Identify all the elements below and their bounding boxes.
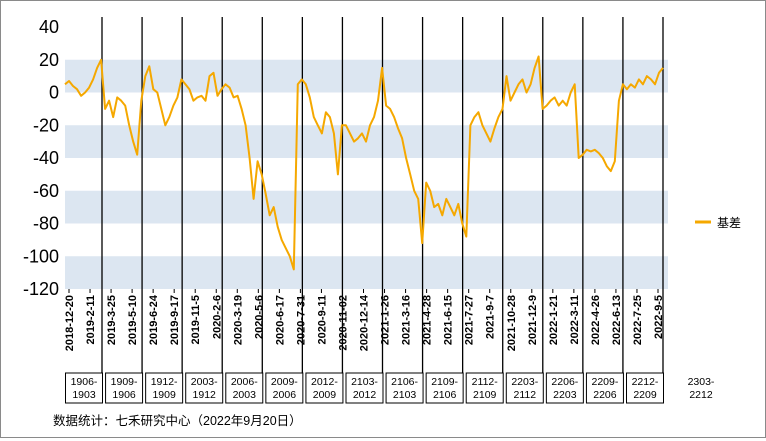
x-tick-label: 2021-9-7: [485, 295, 497, 339]
x-tick-label: 2021-6-15: [443, 295, 455, 345]
x-tick-label: 2020-9-11: [316, 295, 328, 345]
contract-label-bottom: 2112: [513, 389, 536, 401]
x-tick-label: 2022-6-13: [611, 295, 623, 345]
x-tick-label: 2019-11-5: [190, 295, 202, 345]
x-tick-label: 2018-12-20: [64, 295, 76, 351]
contract-label-bottom: 2003: [233, 389, 257, 401]
contract-label-bottom: 2209: [633, 389, 657, 401]
x-tick-label: 2020-2-6: [211, 295, 223, 339]
contract-label-top: 2203-: [511, 376, 538, 388]
y-tick-label: -40: [33, 148, 59, 168]
contract-label-bottom: 2006: [273, 389, 297, 401]
contract-label-box: [626, 372, 664, 404]
contract-label-top: 2109-: [431, 376, 458, 388]
legend-label: 基差: [717, 216, 741, 230]
x-tick-label: 2021-10-28: [506, 295, 518, 351]
contract-label-box: [465, 372, 504, 404]
contract-label-box: [65, 372, 103, 404]
y-tick-label: 40: [39, 17, 59, 37]
contract-label-bottom: 2009: [313, 389, 337, 401]
x-tick-label: 2019-2-11: [85, 295, 97, 345]
contract-label-top: 2003-: [191, 376, 218, 388]
legend: 基差: [695, 216, 741, 230]
contract-label-bottom: 1906: [112, 389, 136, 401]
contract-label-top: 2103-: [351, 376, 378, 388]
contract-label-top: 2212-: [632, 376, 659, 388]
contract-label-bottom: 2012: [353, 389, 377, 401]
x-tick-label: 2021-3-16: [401, 295, 413, 345]
grid-band-3: [65, 256, 668, 289]
x-tick-label: 2020-12-14: [359, 294, 371, 351]
y-tick-label: -100: [23, 246, 59, 266]
x-tick-label: 2020-11-02: [337, 295, 349, 351]
contract-labels: 1906-1903 1909-1906 1912-1909 2003-1912 2006…: [65, 372, 715, 404]
x-tick-label: 2019-6-24: [148, 294, 160, 345]
y-axis-ticks: 40 20 0 -20 -40 -60 -80 -100 -120: [23, 17, 59, 299]
series-line-basis: [64, 55, 664, 271]
x-tick-label: 2022-7-25: [632, 295, 644, 345]
contract-label-box: [185, 372, 224, 404]
contract-label-bottom: 1912: [193, 389, 217, 401]
y-tick-label: -120: [23, 279, 59, 299]
x-tick-label: 2022-9-5: [653, 295, 665, 339]
contract-label-top: 1912-: [151, 376, 178, 388]
contract-label-box: [345, 372, 384, 404]
contract-label-bottom: 1903: [72, 389, 96, 401]
x-tick-label: 2022-1-21: [548, 295, 560, 345]
contract-label-top: 2009-: [271, 376, 298, 388]
contract-label-bottom: 2203: [553, 389, 577, 401]
x-tick-label: 2021-4-28: [422, 295, 434, 345]
x-tick-label: 2022-4-26: [590, 295, 602, 345]
x-tick-label: 2020-6-17: [274, 295, 286, 345]
contract-label-box: [385, 372, 424, 404]
contract-label-bottom: 2103: [393, 389, 417, 401]
source-note: 数据统计：七禾研究中心（2022年9月20日）: [53, 413, 302, 428]
contract-label-top: 2112-: [472, 376, 499, 388]
contract-label-bottom: 1909: [152, 389, 176, 401]
contract-label-top: 1906-: [71, 376, 98, 388]
contract-label-box: [105, 372, 144, 404]
grid-band-2: [65, 190, 668, 224]
contract-label-box: [545, 372, 584, 404]
grid-bands: [65, 59, 668, 289]
grid-band-0: [65, 59, 668, 93]
contract-label-top: 2012-: [311, 376, 338, 388]
contract-label-box: [305, 372, 344, 404]
contract-label-top: 2209-: [591, 376, 618, 388]
y-tick-label: -20: [33, 115, 59, 135]
x-tick-label: 2020-3-19: [232, 295, 244, 345]
contract-label-top: 2303-: [688, 376, 715, 388]
x-tick-label: 2019-9-17: [169, 295, 181, 345]
x-tick-label: 2022-3-11: [569, 295, 581, 345]
x-tick-label: 2021-1-26: [380, 295, 392, 345]
contract-label-box: [265, 372, 304, 404]
x-tick-label: 2021-7-27: [464, 295, 476, 345]
contract-label-box: [585, 372, 624, 404]
contract-label-top: 2106-: [391, 376, 418, 388]
y-tick-label: -60: [33, 181, 59, 201]
contract-label-bottom: 2106: [433, 389, 457, 401]
contract-label-top: 2206-: [551, 376, 578, 388]
x-tick-label: 2021-12-9: [527, 295, 539, 345]
x-tick-label: 2020-5-6: [253, 295, 265, 339]
contract-label-box: [425, 372, 464, 404]
x-axis-ticks: 2018-12-20 2019-2-11 2019-3-25 2019-5-10 201…: [64, 289, 665, 351]
contract-label-box: [505, 372, 544, 404]
contract-label-top: 2006-: [231, 376, 258, 388]
y-tick-label: 0: [49, 83, 59, 103]
contract-label-bottom: 2109: [473, 389, 497, 401]
contract-label-box: [145, 372, 184, 404]
contract-label-box: [225, 372, 264, 404]
x-tick-label: 2019-3-25: [106, 295, 118, 345]
y-tick-label: 20: [39, 50, 59, 70]
x-tick-label: 2020-7-31: [295, 295, 307, 345]
contract-label-bottom: 2206: [593, 389, 617, 401]
x-tick-label: 2019-5-10: [127, 295, 139, 345]
y-tick-label: -80: [33, 214, 59, 234]
contract-label-bottom: 2212: [689, 389, 713, 401]
contract-label-top: 1909-: [111, 376, 138, 388]
